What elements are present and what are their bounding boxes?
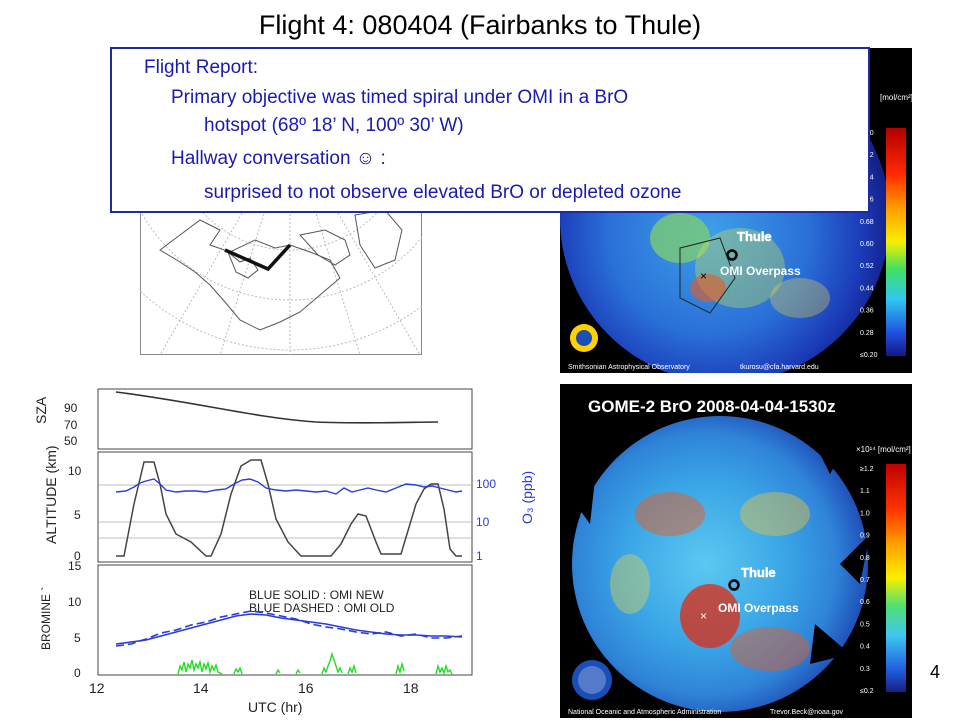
thule-marker-bottom xyxy=(728,579,740,591)
sza-curve xyxy=(115,391,439,424)
x-axis-label: UTC (hr) xyxy=(248,699,302,715)
sza-tick-50: 50 xyxy=(64,434,78,448)
sao-credit: Smithsonian Astrophysical Observatory xyxy=(568,364,690,371)
flight-timeseries-plots: SZA 90 70 50 ALTITUDE (km) 10 5 0 100 10… xyxy=(33,384,544,720)
x-tick-12: 12 xyxy=(89,680,105,696)
sza-tick-90: 90 xyxy=(64,401,78,415)
x-tick-14: 14 xyxy=(193,680,209,696)
alt-tick-5: 5 xyxy=(74,508,81,522)
gome2-scale-tick: 0.8 xyxy=(860,555,870,562)
gome2-scale-tick: 0.4 xyxy=(860,644,870,651)
gome2-scale-tick: 0.5 xyxy=(860,621,870,628)
x-tick-16: 16 xyxy=(298,680,314,696)
bromine-panel xyxy=(97,564,473,676)
sza-panel xyxy=(97,388,473,450)
altitude-trace xyxy=(116,459,462,557)
report-heading: Flight Report: xyxy=(144,57,259,78)
sza-tick-70: 70 xyxy=(64,418,78,432)
noaa-logo xyxy=(578,666,606,694)
overpass-marker: × xyxy=(700,269,707,283)
alt-tick-0: 0 xyxy=(74,549,81,563)
omi-scale-tick: 0.44 xyxy=(860,285,874,292)
bro-tick-15: 15 xyxy=(68,559,82,573)
omi-scale-tick: 0.28 xyxy=(860,330,874,337)
omi-scale-tick: 0.60 xyxy=(860,241,874,248)
omi-scale-tick: 0.36 xyxy=(860,308,874,315)
gome2-scale-tick: 0.3 xyxy=(860,666,870,673)
overpass-marker-bottom: × xyxy=(700,609,707,623)
altitude-ozone-panel xyxy=(97,451,473,563)
o3-tick-10: 10 xyxy=(476,515,490,529)
thule-label: Thule xyxy=(737,229,772,244)
slide-title: Flight 4: 080404 (Fairbanks to Thule) xyxy=(258,10,702,40)
overpass-label: OMI Overpass xyxy=(720,264,801,278)
gome2-scale-tick: 0.7 xyxy=(860,577,870,584)
thule-label-bottom: Thule xyxy=(741,565,776,580)
report-observation: surprised to not observe elevated BrO or… xyxy=(204,182,682,203)
bromine-axis-label: BROMINE ` xyxy=(39,587,53,650)
gome2-scale-tick: ≥1.2 xyxy=(860,466,874,473)
page-number: 4 xyxy=(930,662,941,682)
report-hallway: Hallway conversation ☺ : xyxy=(171,148,386,169)
omi-unit-label: [mol/cm²] xyxy=(880,93,912,102)
flight-track-map xyxy=(69,0,511,356)
sao-email: tkurosu@cfa.harvard.edu xyxy=(740,364,819,371)
legend-omi-new: BLUE SOLID : OMI NEW xyxy=(249,588,384,602)
o3-tick-1: 1 xyxy=(476,549,483,563)
overpass-label-bottom: OMI Overpass xyxy=(718,601,799,615)
o3-tick-100: 100 xyxy=(476,477,496,491)
bro-tick-10: 10 xyxy=(68,595,82,609)
flight-report-box: Flight Report: Primary objective was tim… xyxy=(110,47,870,213)
alt-tick-10: 10 xyxy=(68,464,82,478)
omi-scale-tick: ≤0.20 xyxy=(860,352,878,359)
gome2-scale-tick: ≤0.2 xyxy=(860,688,874,695)
report-objective-line1: Primary objective was timed spiral under… xyxy=(171,87,629,108)
legend-omi-old: BLUE DASHED : OMI OLD xyxy=(249,601,395,615)
omi-scale-tick: 0.52 xyxy=(860,263,874,270)
bro-omi-new xyxy=(115,613,463,645)
gome2-unit-label: ×10¹⁴ [mol/cm²] xyxy=(856,445,911,454)
sza-axis-label: SZA xyxy=(36,396,49,424)
gome2-scale-ticks: ≥1.2 1.1 1.0 0.9 0.8 0.7 0.6 0.5 0.4 0.3 ≤0.2 xyxy=(860,466,874,695)
bro-measured xyxy=(177,651,453,676)
bro-tick-0: 0 xyxy=(74,666,81,680)
ozone-trace xyxy=(115,478,463,495)
o3-axis-label: O₃ (ppb) xyxy=(519,471,535,524)
noaa-credit: National Oceanic and Atmospheric Adminis… xyxy=(568,709,721,716)
bro-tick-5: 5 xyxy=(74,631,81,645)
bro-omi-old xyxy=(115,610,463,647)
x-tick-18: 18 xyxy=(403,680,419,696)
polar-map-graphic xyxy=(69,0,511,356)
gome2-scale-tick: 0.6 xyxy=(860,599,870,606)
gome2-scale-tick: 1.1 xyxy=(860,488,870,495)
sao-logo xyxy=(576,330,592,346)
altitude-axis-label: ALTITUDE (km) xyxy=(43,445,59,544)
noaa-email: Trevor.Beck@noaa.gov xyxy=(770,709,843,716)
gome2-title: GOME-2 BrO 2008-04-04-1530z xyxy=(588,397,836,416)
flight-track-line xyxy=(224,243,292,272)
omi-colorbar xyxy=(886,128,906,356)
gome2-bro-map: GOME-2 BrO 2008-04-04-1530z ×10¹⁴ [mol/c… xyxy=(560,384,912,718)
report-objective-line2: hotspot (68º 18’ N, 100º 30’ W) xyxy=(204,115,464,136)
gome2-scale-tick: 0.9 xyxy=(860,533,870,540)
omi-scale-tick: 0.68 xyxy=(860,219,874,226)
gome2-colorbar xyxy=(886,464,906,692)
thule-marker xyxy=(726,249,738,261)
gome2-scale-tick: 1.0 xyxy=(860,510,870,517)
